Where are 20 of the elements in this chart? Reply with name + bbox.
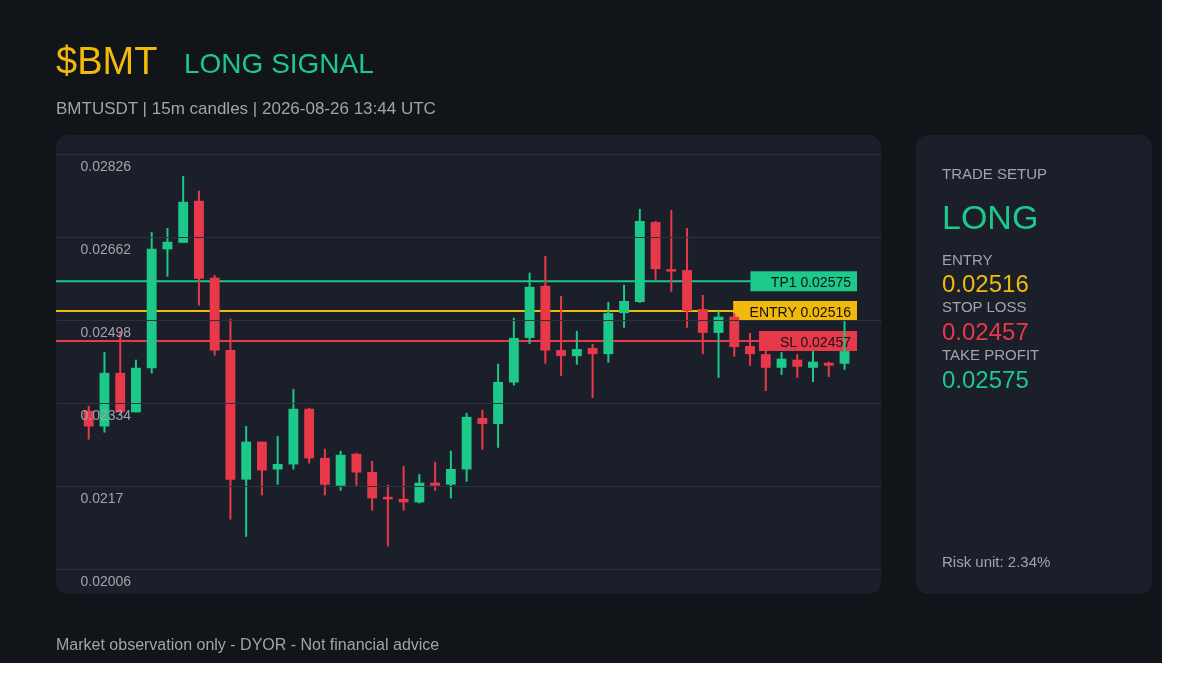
ref-line-label: TP1 0.02575 <box>770 274 852 291</box>
text: 0.02575 <box>942 366 1029 393</box>
text: 0.02516 <box>942 270 1029 297</box>
text: TRADE SETUP <box>942 165 1048 182</box>
y-tick-label: 0.02662 <box>80 240 132 257</box>
text: Market observation only - DYOR - Not financial advice <box>56 636 440 653</box>
y-tick-label: 0.02826 <box>80 157 132 174</box>
text: Risk unit: 2.34% <box>942 553 1051 570</box>
y-tick-label: 0.0217 <box>80 489 124 506</box>
text: LONG <box>942 198 1039 236</box>
text: ENTRY <box>942 251 993 268</box>
ref-line-label: ENTRY 0.02516 <box>749 304 852 321</box>
chart-subtitle: BMTUSDT | 15m candles | 2026-08-26 13:44 UTC <box>56 99 436 118</box>
chart-title: $BMT <box>56 40 158 82</box>
y-tick-label: 0.02498 <box>80 323 132 340</box>
text: LONG SIGNAL <box>184 48 374 79</box>
text: 0.02457 <box>942 318 1029 345</box>
y-tick-label: 0.02006 <box>80 572 132 589</box>
text: TAKE PROFIT <box>942 346 1040 363</box>
text: STOP LOSS <box>942 298 1027 315</box>
